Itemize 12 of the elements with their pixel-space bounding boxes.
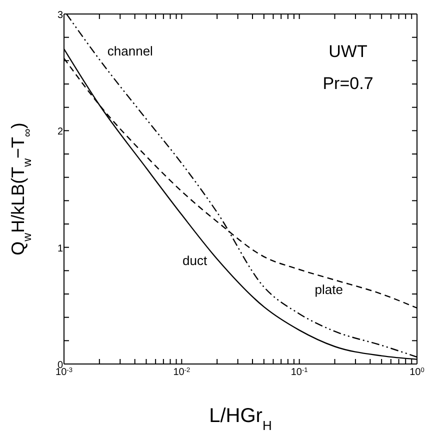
x-tick-label: 10$^{0}$ (410, 366, 425, 378)
x-tick-label: 10$^{-2}$ (173, 366, 191, 378)
y-tick-label: 3 (57, 10, 64, 21)
y-tick-label: 2 (57, 126, 64, 138)
y-tick-label: 1 (57, 243, 64, 254)
x-axis-title: L/HGr$_{H}$ (209, 405, 272, 432)
annotation: UWT (328, 41, 368, 63)
series-label: duct (182, 253, 208, 268)
annotation: Pr=0.7 (322, 73, 374, 95)
series-label: plate (314, 282, 343, 297)
x-tick-label: 10$^{-1}$ (290, 366, 308, 378)
series-label: channel (107, 44, 154, 58)
